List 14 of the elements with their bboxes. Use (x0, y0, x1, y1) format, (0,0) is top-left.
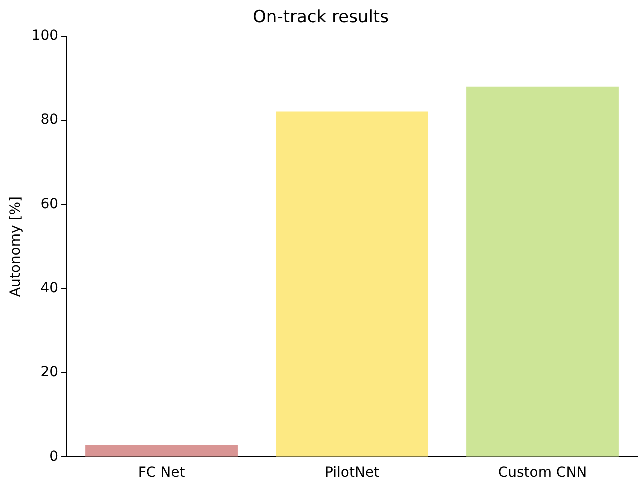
y-tick-label: 60 (40, 196, 59, 212)
bar (276, 112, 428, 457)
x-tick-label: Custom CNN (498, 465, 588, 482)
y-tick-label: 40 (40, 280, 59, 297)
bar (86, 445, 238, 457)
chart-title: On-track results (253, 8, 390, 28)
y-tick-label: 100 (32, 28, 59, 44)
x-tick-label: FC Net (138, 465, 186, 482)
x-tick-label: PilotNet (324, 465, 380, 482)
bar (466, 86, 619, 457)
y-tick-label: 80 (40, 112, 59, 128)
y-axis-title: Autonomy [%] (8, 196, 24, 298)
y-tick-label: 0 (50, 448, 59, 465)
y-tick-label: 20 (40, 364, 59, 381)
